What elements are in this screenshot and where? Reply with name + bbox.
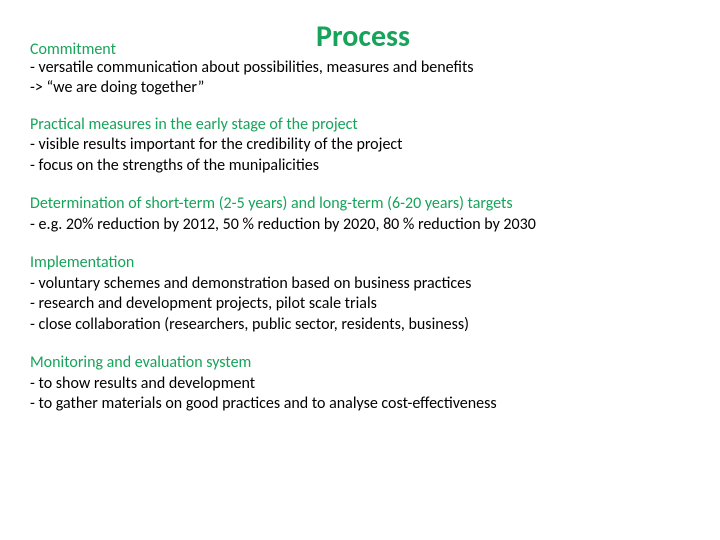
bullet-line: - visible results important for the cred… xyxy=(30,135,696,155)
section-monitoring: Monitoring and evaluation system - to sh… xyxy=(30,353,696,414)
bullet-line: - e.g. 20% reduction by 2012, 50 % reduc… xyxy=(30,215,696,235)
bullet-line: - focus on the strengths of the munipali… xyxy=(30,156,696,176)
section-commitment: - versatile communication about possibil… xyxy=(30,58,696,99)
bullet-line: - close collaboration (researchers, publ… xyxy=(30,315,696,335)
section-heading-targets: Determination of short-term (2-5 years) … xyxy=(30,194,696,214)
section-targets: Determination of short-term (2-5 years) … xyxy=(30,194,696,235)
section-heading-monitoring: Monitoring and evaluation system xyxy=(30,353,696,373)
slide-title: Process xyxy=(30,18,696,55)
section-heading-implementation: Implementation xyxy=(30,253,696,273)
section-heading-commitment: Commitment xyxy=(30,40,116,60)
bullet-line: -> “we are doing together” xyxy=(30,78,696,98)
bullet-line: - versatile communication about possibil… xyxy=(30,58,696,78)
bullet-line: - voluntary schemes and demonstration ba… xyxy=(30,274,696,294)
bullet-line: - to show results and development xyxy=(30,374,696,394)
slide-container: Process Commitment - versatile communica… xyxy=(0,0,720,540)
section-implementation: Implementation - voluntary schemes and d… xyxy=(30,253,696,335)
section-heading-practical: Practical measures in the early stage of… xyxy=(30,115,696,135)
bullet-line: - to gather materials on good practices … xyxy=(30,394,696,414)
section-practical: Practical measures in the early stage of… xyxy=(30,115,696,176)
title-row: Process Commitment xyxy=(30,18,696,58)
bullet-line: - research and development projects, pil… xyxy=(30,294,696,314)
